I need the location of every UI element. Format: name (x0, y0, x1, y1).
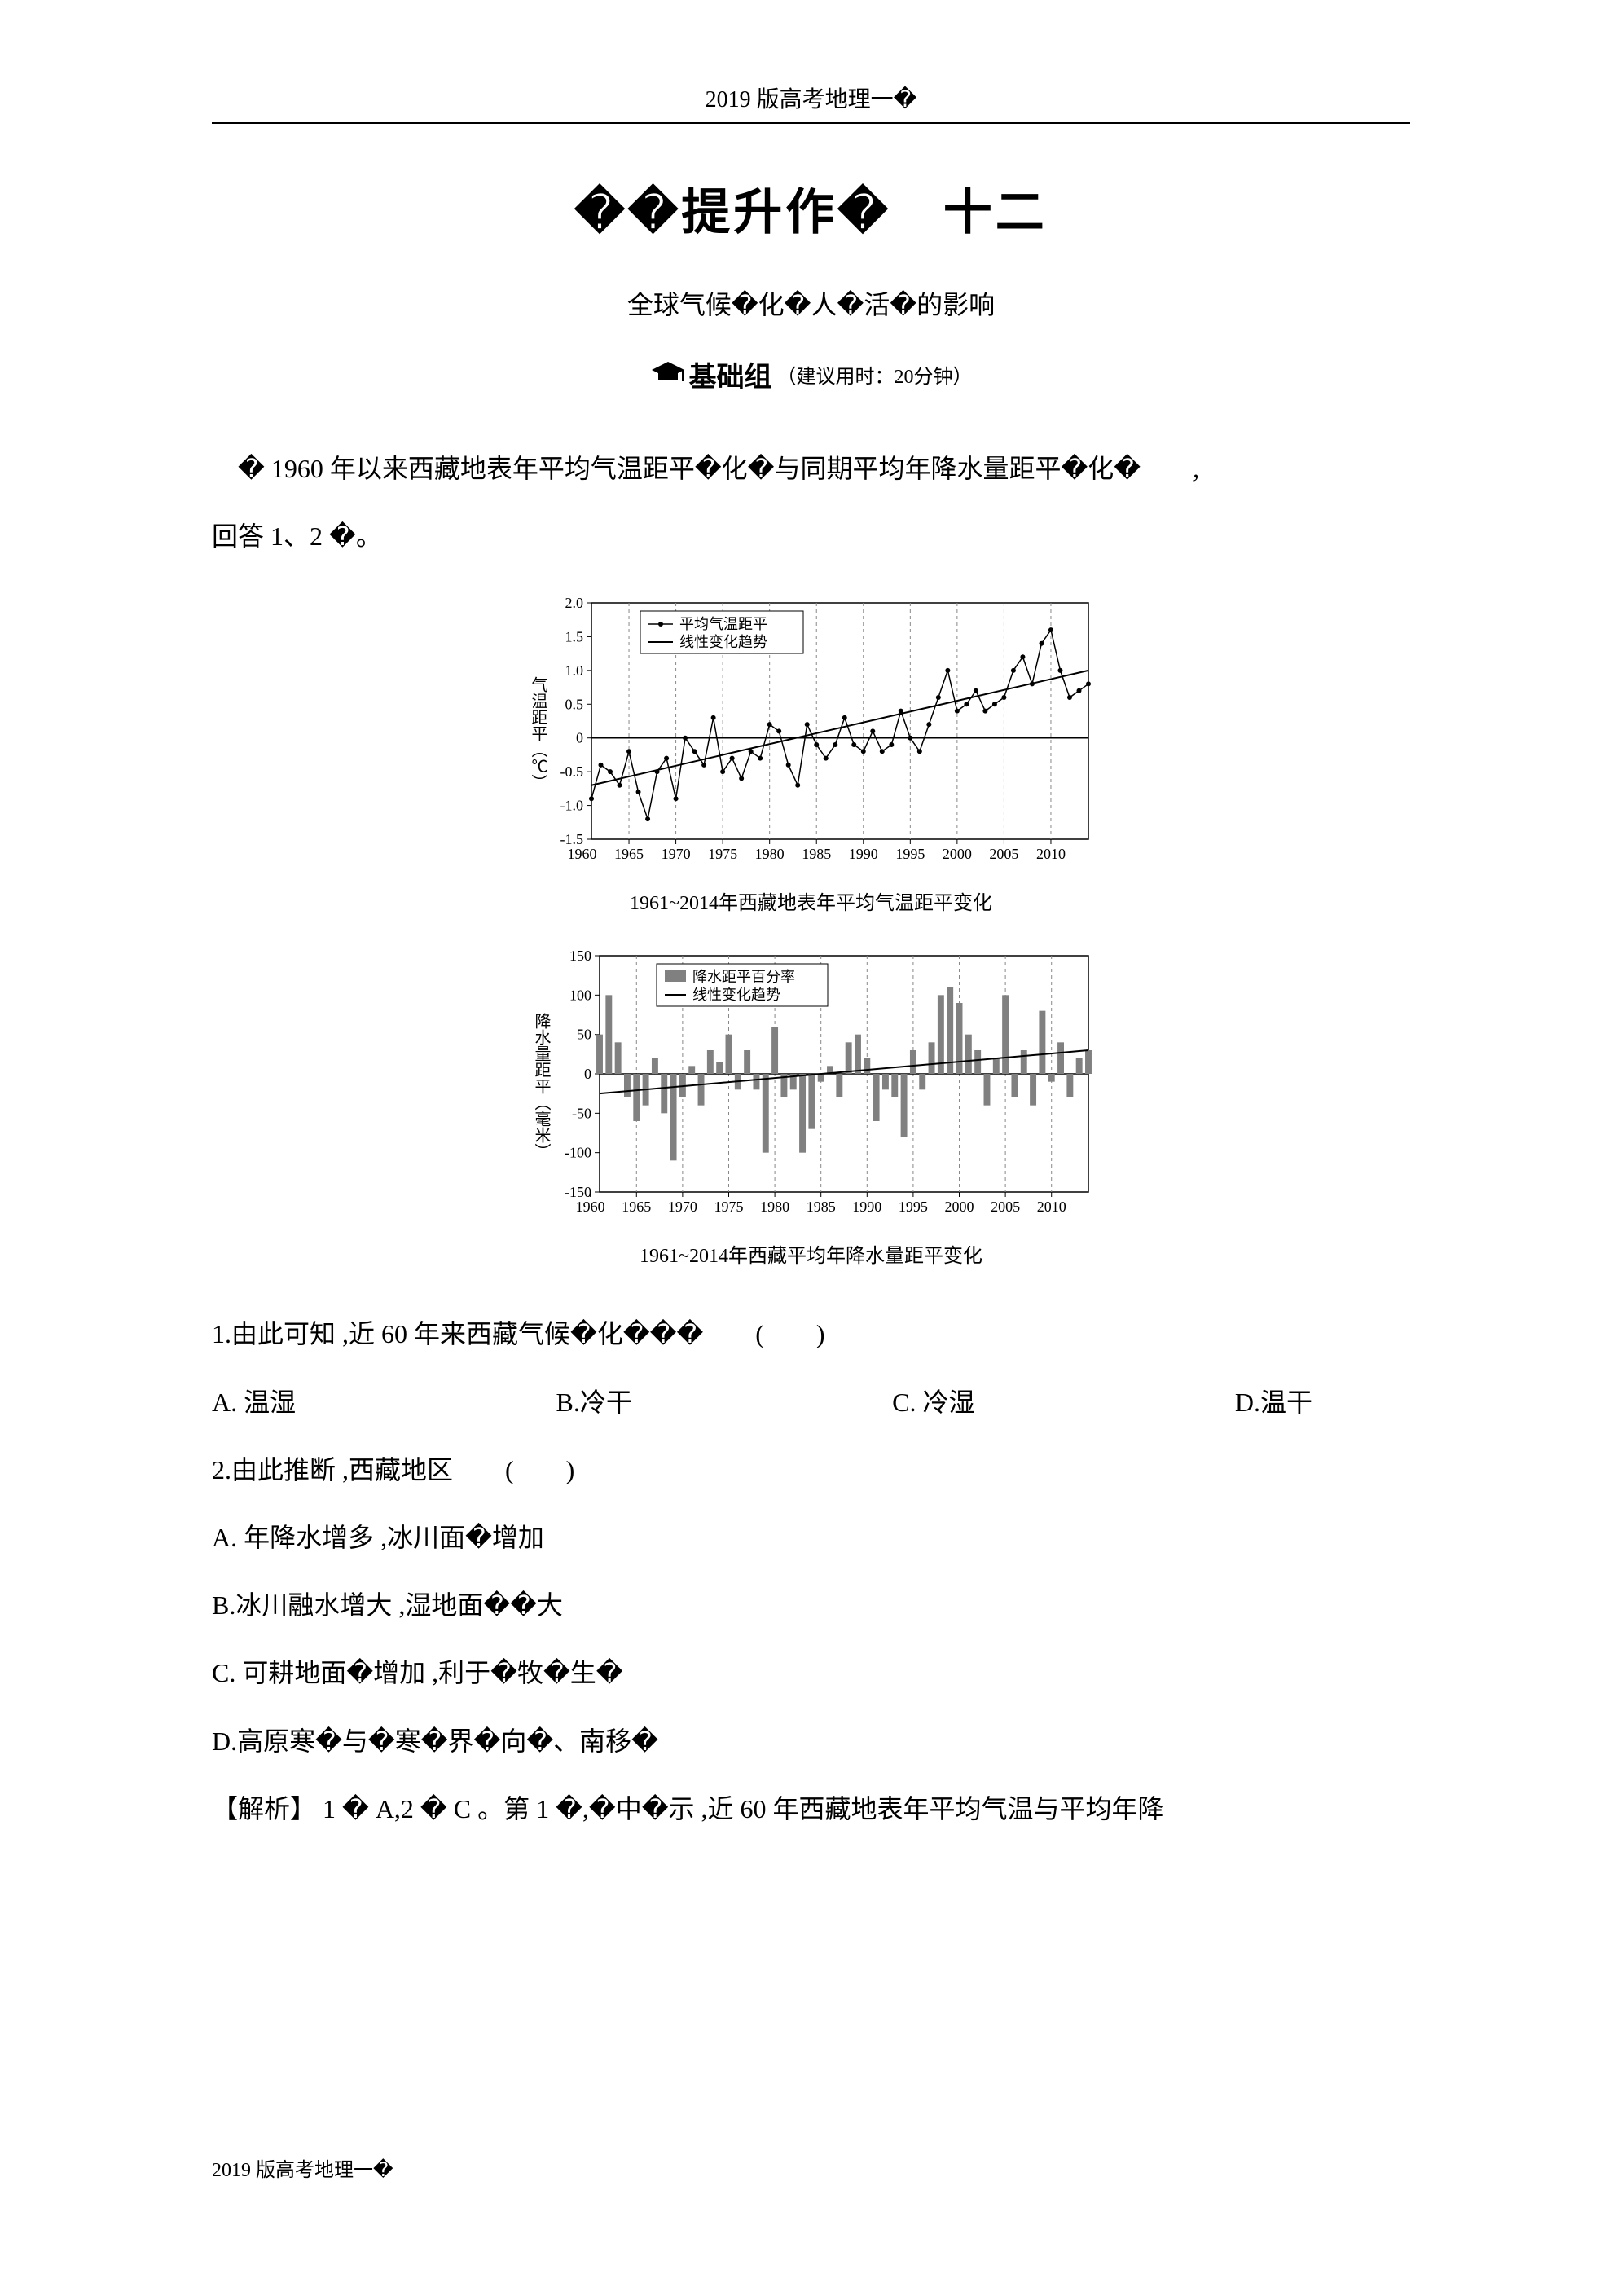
q2-opt-d: D.高原寒�与�寒�界�向�、南移� (212, 1708, 1410, 1775)
charts: -1.5 -1.0 -0.5 0 0.5 1.0 1.5 2.0 1960 1965 1970 197… (212, 587, 1410, 1268)
svg-text:1985: 1985 (806, 1199, 835, 1215)
svg-text:0: 0 (584, 1066, 591, 1082)
svg-text:-50: -50 (572, 1106, 591, 1122)
svg-text:平均气温距平: 平均气温距平 (679, 616, 767, 632)
svg-text:线性变化趋势: 线性变化趋势 (692, 987, 780, 1003)
chart2-caption: 1961~2014年西藏平均年降水量距平变化 (212, 1239, 1410, 1268)
svg-text:1995: 1995 (898, 1199, 927, 1215)
intro-1: � 1960 年以来西藏地表年平均气温距平�化�与同期平均年降水量距平�化� , (212, 435, 1410, 503)
svg-text:1965: 1965 (614, 846, 644, 862)
svg-text:1960: 1960 (567, 846, 596, 862)
svg-text:-1.5: -1.5 (560, 831, 583, 847)
svg-text:线性变化趋势: 线性变化趋势 (679, 634, 767, 650)
svg-text:1990: 1990 (848, 846, 877, 862)
svg-text:0.5: 0.5 (565, 697, 583, 713)
svg-text:降水距平百分率: 降水距平百分率 (692, 969, 795, 985)
section-label: 基础组 (689, 354, 772, 394)
main-title: ��提升作� 十二 (212, 173, 1410, 244)
svg-text:1960: 1960 (575, 1199, 604, 1215)
svg-text:1995: 1995 (895, 846, 925, 862)
svg-text:2010: 2010 (1036, 1199, 1066, 1215)
svg-text:2010: 2010 (1035, 846, 1065, 862)
precipitation-chart: -150 -100 -50 0 50 100 150 1960 1965 1970 1975 1980… (518, 939, 1105, 1233)
svg-text:1970: 1970 (661, 846, 690, 862)
svg-text:1.0: 1.0 (565, 662, 583, 679)
svg-text:150: 150 (569, 948, 591, 964)
svg-text:-150: -150 (565, 1184, 591, 1200)
svg-text:2000: 2000 (944, 1199, 974, 1215)
svg-text:100: 100 (569, 987, 591, 1004)
intro-2: 回答 1、2 �。 (212, 503, 1410, 570)
q2-opt-c: C. 可耕地面�增加 ,利于�牧�生� (212, 1639, 1410, 1707)
svg-text:0: 0 (576, 730, 583, 746)
q1-opt-d: D.温干 (1235, 1369, 1312, 1436)
page-footer: 2019 版高考地理一� (212, 2153, 393, 2182)
q1-opt-c: C. 冷湿 (892, 1369, 974, 1436)
cap-icon (650, 360, 686, 389)
svg-text:1965: 1965 (622, 1199, 651, 1215)
header-rule (212, 122, 1410, 124)
svg-text:2.0: 2.0 (565, 595, 583, 611)
svg-text:1.5: 1.5 (565, 629, 583, 645)
svg-text:降水量距平（毫米）: 降水量距平（毫米） (532, 1013, 551, 1159)
svg-text:50: 50 (577, 1027, 591, 1043)
q1-opt-a: A. 温湿 (212, 1369, 296, 1436)
svg-text:2000: 2000 (942, 846, 971, 862)
q2-stem: 2.由此推断 ,西藏地区 ( ) (212, 1436, 1410, 1504)
temperature-chart: -1.5 -1.0 -0.5 0 0.5 1.0 1.5 2.0 1960 1965 1970 197… (518, 587, 1105, 880)
svg-text:1970: 1970 (667, 1199, 697, 1215)
page-header: 2019 版高考地理一� (212, 81, 1410, 114)
svg-text:1985: 1985 (802, 846, 831, 862)
section-row: 基础组 （建议用时：20分钟） (212, 354, 1410, 394)
svg-text:1980: 1980 (760, 1199, 789, 1215)
svg-text:2005: 2005 (991, 1199, 1020, 1215)
subtitle: 全球气候�化�人�活�的影响 (212, 284, 1410, 322)
svg-text:气温距平（℃）: 气温距平（℃） (529, 676, 547, 790)
q2-opt-b: B.冰川融水增大 ,湿地面��大 (212, 1572, 1410, 1639)
chart1-caption: 1961~2014年西藏地表年平均气温距平变化 (212, 886, 1410, 915)
svg-text:1990: 1990 (852, 1199, 881, 1215)
section-sub: （建议用时：20分钟） (777, 360, 973, 389)
svg-text:1975: 1975 (714, 1199, 743, 1215)
svg-text:1975: 1975 (708, 846, 737, 862)
q1-options: A. 温湿 B.冷干 C. 冷湿 D.温干 (212, 1369, 1410, 1436)
analysis: 【解析】 1 � A,2 � C 。第 1 �,�中�示 ,近 60 年西藏地表… (212, 1775, 1410, 1843)
svg-text:-0.5: -0.5 (560, 764, 583, 781)
svg-text:-1.0: -1.0 (560, 798, 583, 814)
svg-text:1980: 1980 (754, 846, 784, 862)
q2-opt-a: A. 年降水增多 ,冰川面�增加 (212, 1504, 1410, 1572)
svg-text:-100: -100 (565, 1145, 591, 1161)
q1-stem: 1.由此可知 ,近 60 年来西藏气候�化��� ( ) (212, 1300, 1410, 1368)
svg-text:2005: 2005 (989, 846, 1018, 862)
q1-opt-b: B.冷干 (556, 1369, 631, 1436)
